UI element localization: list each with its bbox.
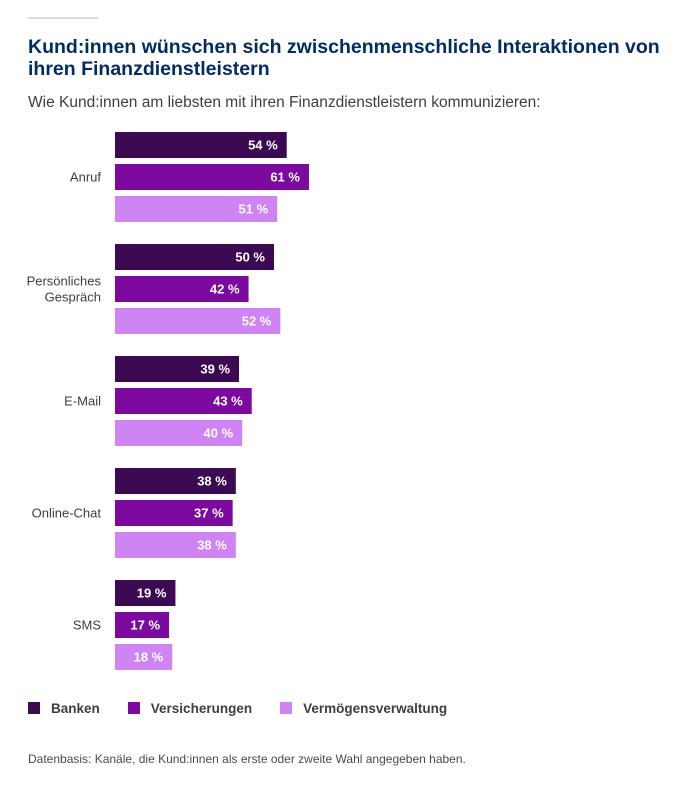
category-label-sms: SMS — [73, 618, 102, 633]
category-label-anruf: Anruf — [70, 170, 101, 185]
bar-online-chat-vermogensverwaltung — [115, 532, 236, 558]
category-label-line: Online-Chat — [32, 506, 102, 521]
value-label-sms-versicherungen: 17 % — [130, 618, 160, 633]
legend-item-vermoegensverwaltung: Vermögensverwaltung — [280, 701, 447, 716]
bar-personliches-gesprach-banken — [115, 244, 274, 270]
value-label-sms-vermogensverwaltung: 18 % — [134, 650, 164, 665]
category-label-e-mail: E-Mail — [64, 394, 101, 409]
bar-online-chat-banken — [115, 468, 236, 494]
category-label-line: Anruf — [70, 170, 101, 185]
chart-legend: Banken Versicherungen Vermögensverwaltun… — [28, 698, 475, 718]
value-label-e-mail-versicherungen: 43 % — [213, 394, 243, 409]
value-label-personliches-gesprach-vermogensverwaltung: 52 % — [242, 314, 272, 329]
category-label-personliches-gesprach: Persönliches Gespräch — [27, 274, 102, 305]
chart-subtitle: Wie Kund:innen am liebsten mit ihren Fin… — [28, 94, 541, 111]
legend-swatch-vermoegensverwaltung — [280, 702, 293, 714]
legend-label-versicherungen: Versicherungen — [150, 700, 253, 716]
bar-e-mail-banken — [115, 356, 240, 382]
value-label-sms-banken: 19 % — [137, 586, 167, 601]
value-label-online-chat-banken: 38 % — [197, 474, 227, 489]
top-divider — [28, 17, 98, 19]
category-label-line: Gespräch — [45, 290, 101, 305]
legend-swatch-versicherungen — [127, 702, 140, 714]
value-label-online-chat-versicherungen: 37 % — [194, 506, 224, 521]
bar-anruf-vermogensverwaltung — [115, 196, 278, 222]
value-label-anruf-versicherungen: 61 % — [270, 170, 300, 185]
category-label-line: SMS — [73, 618, 102, 633]
value-label-e-mail-vermogensverwaltung: 40 % — [204, 426, 234, 441]
bar-personliches-gesprach-versicherungen — [115, 276, 249, 302]
bar-e-mail-versicherungen — [115, 388, 252, 414]
bar-anruf-versicherungen — [115, 164, 309, 190]
legend-label-banken: Banken — [51, 700, 100, 716]
legend-item-banken: Banken — [28, 701, 100, 716]
bar-e-mail-vermogensverwaltung — [115, 420, 243, 446]
chart-title: Kund:innen wünschen sich zwischenmenschl… — [28, 36, 660, 80]
legend-label-vermoegensverwaltung: Vermögensverwaltung — [303, 700, 448, 716]
bar-sms-vermogensverwaltung — [115, 644, 173, 670]
category-label-line: E-Mail — [64, 394, 101, 409]
bar-sms-versicherungen — [115, 612, 170, 638]
value-label-online-chat-vermogensverwaltung: 38 % — [197, 538, 227, 553]
bar-anruf-banken — [115, 132, 287, 158]
value-label-personliches-gesprach-versicherungen: 42 % — [210, 282, 240, 297]
footnote: Datenbasis: Kanäle, die Kund:innen als e… — [28, 752, 466, 766]
bar-sms-banken — [115, 580, 176, 606]
value-label-anruf-vermogensverwaltung: 51 % — [239, 202, 269, 217]
bar-chart: Anruf 54 % 61 % 51 % Persönliches Gespräch 50 … — [27, 132, 309, 670]
value-label-e-mail-banken: 39 % — [200, 362, 230, 377]
value-label-anruf-banken: 54 % — [248, 138, 278, 153]
category-label-line: Persönliches — [27, 274, 102, 289]
legend-swatch-banken — [28, 702, 40, 714]
legend-item-versicherungen: Versicherungen — [127, 700, 253, 716]
bar-personliches-gesprach-vermogensverwaltung — [115, 308, 281, 334]
value-label-personliches-gesprach-banken: 50 % — [235, 250, 265, 265]
category-label-online-chat: Online-Chat — [32, 506, 102, 521]
bar-online-chat-versicherungen — [115, 500, 233, 526]
